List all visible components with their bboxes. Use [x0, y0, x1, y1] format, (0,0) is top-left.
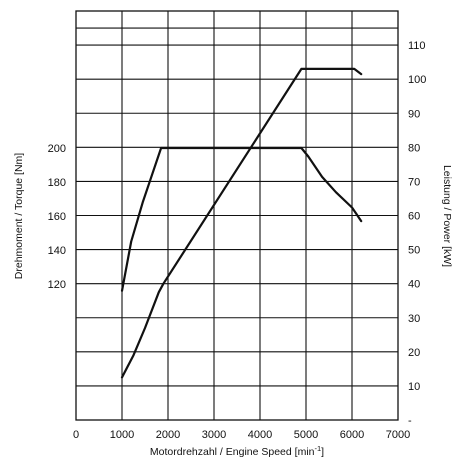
x-tick-label: 7000: [386, 429, 410, 441]
right-tick-label: 90: [408, 108, 420, 120]
right-tick-label: 10: [408, 381, 420, 393]
left-tick-label: 200: [48, 143, 66, 155]
x-tick-label: 6000: [340, 429, 364, 441]
left-tick-label: 180: [48, 177, 66, 189]
x-tick-label: 1000: [110, 429, 134, 441]
right-tick-label: 70: [408, 176, 420, 188]
x-tick-labels: 0 1000 2000 3000 4000 5000 6000 7000: [73, 429, 410, 441]
right-tick-label: -: [408, 415, 412, 427]
x-tick-label: 3000: [202, 429, 226, 441]
x-tick-label: 4000: [248, 429, 272, 441]
x-axis-title-superscript: -1: [315, 444, 322, 453]
right-tick-label: 30: [408, 313, 420, 325]
right-tick-label: 100: [408, 74, 426, 86]
power-curve: [120, 67, 363, 379]
right-tick-label: 60: [408, 211, 420, 223]
x-axis-title-text: Motordrehzahl / Engine Speed [min: [150, 446, 315, 458]
right-tick-label: 110: [408, 40, 426, 52]
curves: [120, 67, 363, 379]
grid: [75, 10, 399, 421]
left-tick-label: 120: [48, 279, 66, 291]
left-axis-title: Drehmoment / Torque [Nm]: [13, 153, 25, 280]
torque-curve: [120, 146, 363, 292]
left-tick-label: 160: [48, 211, 66, 223]
x-tick-label: 0: [73, 429, 79, 441]
left-tick-labels: 120 140 160 180 200: [48, 143, 66, 291]
left-tick-label: 140: [48, 245, 66, 257]
right-axis-title: Leistung / Power [kW]: [441, 165, 453, 267]
right-tick-label: 20: [408, 347, 420, 359]
x-tick-label: 5000: [294, 429, 318, 441]
right-tick-labels: - 10 20 30 40 50 60 70 80 90 100 110: [408, 40, 426, 427]
x-axis-title: Motordrehzahl / Engine Speed [min-1]: [150, 444, 324, 458]
x-tick-label: 2000: [156, 429, 180, 441]
x-axis-title-closing-bracket: ]: [321, 446, 324, 458]
right-tick-label: 80: [408, 142, 420, 154]
right-tick-label: 50: [408, 245, 420, 257]
right-tick-label: 40: [408, 279, 420, 291]
